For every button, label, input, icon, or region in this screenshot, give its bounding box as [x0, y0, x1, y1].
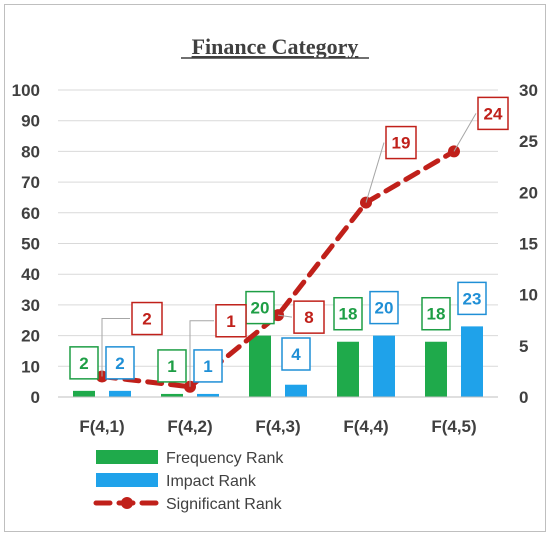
- bar-impact: [373, 335, 395, 397]
- impact-label-box: [457, 281, 487, 316]
- x-tick-label: F(4,5): [431, 417, 476, 436]
- frequency-label-box: [157, 349, 187, 383]
- y-tick-label: 20: [21, 327, 40, 346]
- y2-tick-label: 30: [519, 81, 538, 100]
- significant-label: 24: [484, 104, 503, 123]
- y-tick-label: 70: [21, 173, 40, 192]
- impact-label: 4: [291, 345, 301, 364]
- y-tick-label: 60: [21, 204, 40, 223]
- impact-label: 20: [375, 299, 394, 318]
- impact-label: 2: [115, 354, 124, 373]
- y-tick-label: 100: [12, 81, 40, 100]
- frequency-label-box: [69, 346, 99, 380]
- legend-label: Impact Rank: [166, 473, 257, 490]
- frequency-label-box: [333, 296, 363, 331]
- bars: [73, 326, 483, 397]
- frequency-label-box: [245, 290, 275, 325]
- chart-title: Finance Category: [192, 34, 359, 59]
- legend-swatch-frequency: [96, 450, 158, 464]
- bar-frequency: [249, 335, 271, 397]
- y2-tick-label: 15: [519, 235, 538, 254]
- impact-label-box: [105, 346, 135, 380]
- y-tick-label: 10: [21, 357, 40, 376]
- y-tick-label: 0: [31, 388, 40, 407]
- significant-label: 8: [304, 308, 313, 327]
- legend-label: Significant Rank: [166, 496, 283, 513]
- y2-tick-label: 20: [519, 183, 538, 202]
- significant-leader-line: [277, 314, 293, 318]
- significant-label-box: [131, 301, 163, 336]
- significant-label-box: [477, 96, 509, 131]
- significant-leader-line: [365, 142, 385, 203]
- frequency-label: 20: [251, 299, 270, 318]
- y2-tick-label: 25: [519, 132, 538, 151]
- y2-tick-label: 0: [519, 388, 528, 407]
- axes: 0 10 20 30 40 50 60 70 80 90 100 0 5 10 15 20 25 30 F(4,1)…: [12, 81, 538, 436]
- significant-label: 1: [226, 312, 235, 331]
- y-tick-label: 30: [21, 296, 40, 315]
- legend-marker-significant: [121, 497, 133, 509]
- legend-label: Frequency Rank: [166, 450, 284, 467]
- significant-line-path: [99, 148, 457, 390]
- bar-frequency: [73, 390, 95, 397]
- legend: Frequency Rank Impact Rank Significant Ran…: [93, 450, 284, 513]
- frequency-label: 1: [167, 357, 176, 376]
- frequency-label: 2: [79, 354, 88, 373]
- significant-leader-line: [189, 320, 214, 387]
- significant-label: 19: [392, 134, 411, 153]
- y2-tick-label: 10: [519, 286, 538, 305]
- bar-frequency: [161, 393, 183, 397]
- impact-label-box: [369, 290, 399, 325]
- x-tick-label: F(4,2): [167, 417, 212, 436]
- significant-label-box: [385, 125, 417, 160]
- significant-label-box: [293, 300, 325, 334]
- frequency-label: 18: [339, 305, 358, 324]
- significant-leader-line: [453, 113, 477, 152]
- impact-label: 23: [463, 289, 482, 308]
- bar-impact: [285, 384, 307, 397]
- chart-frame: [4, 4, 546, 532]
- impact-label-box: [281, 337, 311, 371]
- y-tick-label: 50: [21, 235, 40, 254]
- frequency-label: 18: [427, 305, 446, 324]
- significant-label-box: [215, 304, 247, 338]
- bar-frequency: [425, 341, 447, 397]
- y2-tick-label: 5: [519, 337, 528, 356]
- x-tick-label: F(4,4): [343, 417, 388, 436]
- y-tick-label: 80: [21, 142, 40, 161]
- y-tick-label: 90: [21, 112, 40, 131]
- bar-impact: [197, 393, 219, 397]
- impact-label-box: [193, 349, 223, 383]
- x-tick-label: F(4,3): [255, 417, 300, 436]
- bar-impact: [461, 326, 483, 397]
- legend-swatch-impact: [96, 473, 158, 487]
- bar-impact: [109, 390, 131, 397]
- frequency-label-box: [421, 296, 451, 331]
- y-tick-label: 40: [21, 265, 40, 284]
- x-tick-label: F(4,1): [79, 417, 124, 436]
- significant-label: 2: [142, 310, 151, 329]
- impact-label: 1: [203, 357, 212, 376]
- bar-frequency: [337, 341, 359, 397]
- significant-leader-line: [101, 318, 130, 377]
